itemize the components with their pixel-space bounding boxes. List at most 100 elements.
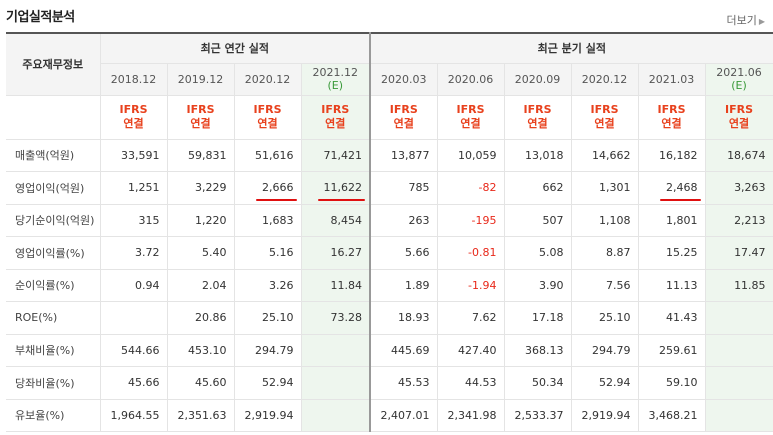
consolidated-label: 연결 (123, 117, 144, 130)
table-cell: 3.90 (503, 268, 572, 302)
cell-value: 17.47 (734, 246, 766, 260)
cell-value: 3.26 (269, 278, 294, 292)
table-row: 당기순이익(억원) 315 1,220 1,683 8,454 263 -195 507 1,1… (6, 203, 773, 237)
table-cell: 45.66 (99, 366, 168, 400)
cell-value: 1.89 (405, 278, 430, 292)
table-cell: 1,301 (570, 171, 639, 205)
cell-value: 45.53 (398, 376, 430, 390)
table-cell: 1,964.55 (99, 398, 168, 432)
cell-value: 3,263 (734, 181, 766, 195)
cell-value: 445.69 (391, 343, 430, 357)
cell-value: 5.40 (202, 246, 227, 260)
period-label: 2020.09 (514, 72, 561, 86)
cell-value: 59,831 (188, 148, 227, 162)
table-cell: 7.56 (570, 268, 639, 302)
cell-value: 73.28 (330, 311, 363, 325)
cell-value: 14,662 (592, 148, 631, 162)
table-row: ROE(%) 20.86 25.10 73.28 18.93 7.62 17.18 25.10… (6, 301, 773, 335)
cell-value: 3.90 (539, 278, 564, 292)
section-header: 기업실적분석 더보기 ▶ (0, 0, 773, 32)
period-label: 2021.06 (716, 66, 762, 79)
more-label: 더보기 (726, 14, 757, 27)
table-cell: 10,059 (436, 138, 505, 172)
cell-value: 33,591 (121, 148, 160, 162)
cell-value: 3,229 (195, 181, 227, 195)
ifrs-label: IFRS (456, 103, 485, 116)
table-cell: 13,018 (503, 138, 572, 172)
table-cell (704, 398, 773, 432)
table-cell: 18,674 (704, 138, 773, 172)
cell-value: 368.13 (525, 343, 564, 357)
cell-value: 1,108 (599, 213, 631, 227)
cell-value: 20.86 (195, 311, 227, 325)
table-cell (99, 301, 168, 335)
annual-group-header: 최근 연간 실적 (99, 32, 371, 64)
consolidated-label: 연결 (325, 117, 346, 130)
table-cell: 59,831 (166, 138, 235, 172)
row-label-header: 주요재무정보 (6, 32, 101, 96)
cell-value: 11.84 (330, 278, 363, 292)
table-cell: 14,662 (570, 138, 639, 172)
cell-value: -195 (471, 213, 497, 227)
period-header: 2021.03 (637, 62, 706, 96)
table-cell: 3,229 (166, 171, 235, 205)
table-cell: 51,616 (233, 138, 302, 172)
table-cell: 5.40 (166, 236, 235, 270)
cell-value: 785 (408, 181, 430, 195)
period-header: 2021.12 (E) (300, 62, 371, 96)
cell-value: 5.16 (269, 246, 294, 260)
table-cell: 73.28 (300, 301, 371, 335)
table-cell: 1,220 (166, 203, 235, 237)
table-cell: 259.61 (637, 333, 706, 367)
period-label: 2019.12 (177, 72, 224, 86)
table-cell: 25.10 (570, 301, 639, 335)
cell-value: 662 (542, 181, 564, 195)
cell-value: 41.43 (666, 311, 698, 325)
consolidated-label: 연결 (661, 117, 682, 130)
cell-value: 0.94 (135, 278, 160, 292)
cell-value: 16,182 (659, 148, 698, 162)
cell-value: 11.13 (666, 278, 698, 292)
consolidated-label: 연결 (527, 117, 548, 130)
ifrs-cell: IFRS 연결 (436, 94, 505, 140)
period-label: 2018.12 (110, 72, 157, 86)
ifrs-label: IFRS (590, 103, 619, 116)
table-cell: 445.69 (369, 333, 438, 367)
more-link[interactable]: 더보기 ▶ (726, 12, 765, 28)
cell-value: 1,251 (128, 181, 160, 195)
table-cell: 7.62 (436, 301, 505, 335)
table-cell: 2,468 (637, 171, 706, 205)
cell-value: 50.34 (532, 376, 564, 390)
table-cell: 52.94 (233, 366, 302, 400)
ifrs-cell: IFRS 연결 (503, 94, 572, 140)
cell-value: 263 (408, 213, 430, 227)
table-cell (704, 301, 773, 335)
ifrs-cell: IFRS 연결 (637, 94, 706, 140)
table-cell: 8.87 (570, 236, 639, 270)
cell-value: 2,213 (734, 213, 766, 227)
table-cell (704, 366, 773, 400)
cell-value: 45.66 (128, 376, 160, 390)
table-cell: 2.04 (166, 268, 235, 302)
table-cell: 294.79 (570, 333, 639, 367)
table-cell: 507 (503, 203, 572, 237)
table-row: 유보율(%) 1,964.55 2,351.63 2,919.94 2,407.01 2,… (6, 398, 773, 432)
cell-value: -82 (478, 181, 497, 195)
table-cell: 544.66 (99, 333, 168, 367)
cell-value: 1,964.55 (110, 408, 160, 422)
table-cell: 16.27 (300, 236, 371, 270)
table-body: 매출액(억원) 33,591 59,831 51,616 71,421 13,877 10,… (6, 138, 773, 432)
table-cell: 315 (99, 203, 168, 237)
table-cell: 2,351.63 (166, 398, 235, 432)
row-label: 당좌비율(%) (6, 366, 101, 400)
ifrs-label: IFRS (321, 103, 350, 116)
consolidated-label: 연결 (728, 117, 750, 130)
row-label: 당기순이익(억원) (6, 203, 101, 237)
table-cell: 11.85 (704, 268, 773, 302)
table-cell: 45.53 (369, 366, 438, 400)
row-label: ROE(%) (6, 301, 101, 335)
estimate-label: (E) (327, 79, 344, 92)
table-cell: 59.10 (637, 366, 706, 400)
ifrs-label: IFRS (725, 103, 754, 116)
table-cell: 785 (369, 171, 438, 205)
